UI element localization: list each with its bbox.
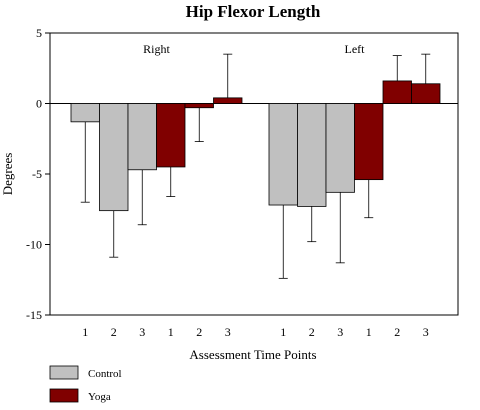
bars-layer xyxy=(70,53,441,279)
legend-swatch-yoga xyxy=(49,388,79,403)
x-tick-label: 1 xyxy=(82,325,88,339)
x-tick-label: 2 xyxy=(394,325,400,339)
chart-title: Hip Flexor Length xyxy=(186,2,321,21)
bar-right-control-1 xyxy=(70,103,100,123)
bar-left-yoga-1 xyxy=(354,103,384,181)
legend-label-control: Control xyxy=(88,368,122,380)
bar-right-yoga-1 xyxy=(156,103,186,168)
bar-right-yoga-2 xyxy=(184,103,214,109)
legend: Control Yoga xyxy=(49,365,122,403)
bar-right-control-3 xyxy=(127,103,157,171)
bar-left-control-1 xyxy=(268,103,298,206)
x-tick-label: 3 xyxy=(225,325,231,339)
x-tick-label: 2 xyxy=(309,325,315,339)
bar-left-control-3 xyxy=(325,103,355,193)
y-tick-label: -15 xyxy=(26,308,42,322)
bar-left-yoga-2 xyxy=(382,80,412,104)
x-tick-label: 3 xyxy=(139,325,145,339)
x-axis-label: Assessment Time Points xyxy=(189,347,316,362)
y-tick-label: -10 xyxy=(26,238,42,252)
bar-right-yoga-3 xyxy=(213,97,243,104)
legend-label-yoga: Yoga xyxy=(88,391,111,403)
x-tick-label: 3 xyxy=(337,325,343,339)
x-tick-label: 1 xyxy=(366,325,372,339)
y-tick-label: -5 xyxy=(32,167,42,181)
x-tick-label: 2 xyxy=(196,325,202,339)
y-axis: 5 0 -5 -10 -15 xyxy=(26,26,50,322)
x-tick-label: 3 xyxy=(423,325,429,339)
x-tick-label: 1 xyxy=(280,325,286,339)
bar-left-yoga-3 xyxy=(411,83,441,104)
x-axis-ticks: 1 2 3 1 2 3 1 2 3 1 2 3 xyxy=(82,325,429,339)
bar-left-control-2 xyxy=(297,103,327,207)
group-labels: Right Left xyxy=(143,42,365,56)
y-tick-label: 0 xyxy=(36,97,42,111)
legend-swatch-control xyxy=(49,365,79,380)
bar-right-control-2 xyxy=(99,103,129,212)
x-tick-label: 2 xyxy=(111,325,117,339)
y-tick-label: 5 xyxy=(36,26,42,40)
x-tick-label: 1 xyxy=(168,325,174,339)
group-label-left: Left xyxy=(345,42,366,56)
y-axis-label: Degrees xyxy=(0,153,15,196)
group-label-right: Right xyxy=(143,42,170,56)
